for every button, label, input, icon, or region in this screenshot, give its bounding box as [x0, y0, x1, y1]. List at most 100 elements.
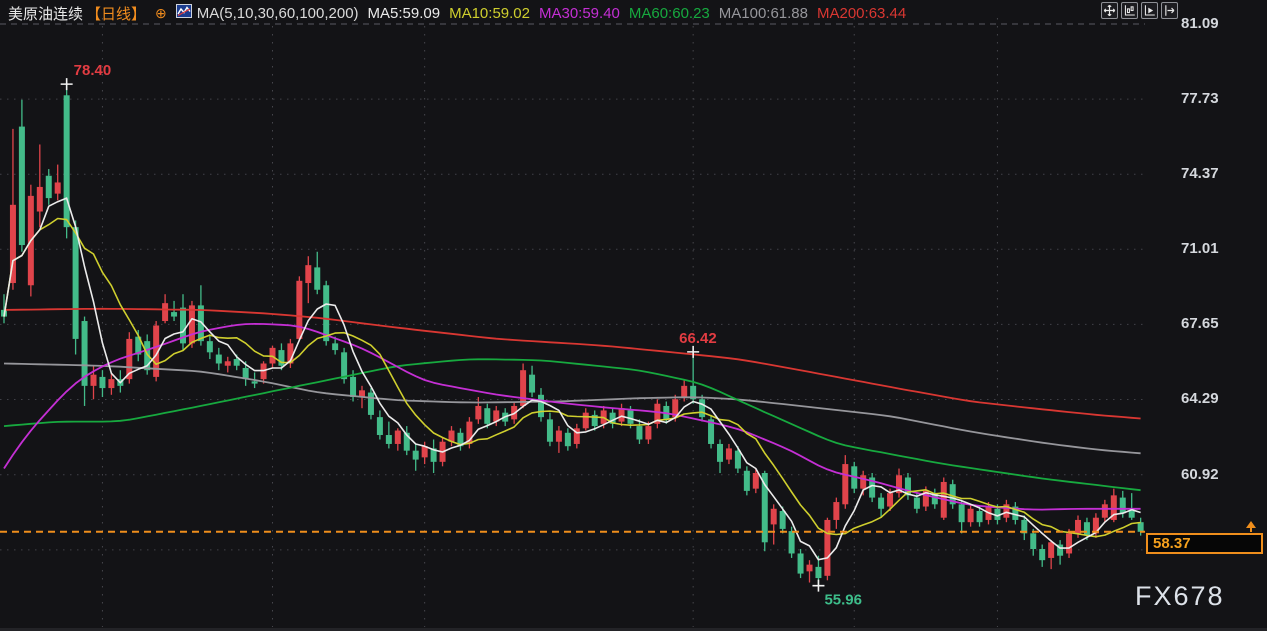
- candle: [126, 332, 133, 384]
- candle: [1048, 540, 1055, 570]
- candle: [734, 446, 741, 474]
- candle: [699, 394, 706, 422]
- left-axis-label-fragment: 0: [0, 544, 4, 556]
- candle: [1012, 502, 1019, 525]
- candle: [484, 403, 491, 429]
- price-marker: 66.42: [679, 330, 717, 358]
- candle: [779, 506, 786, 534]
- price-marker: 78.40: [60, 62, 111, 91]
- axis-candles-tool-button[interactable]: [1121, 2, 1138, 19]
- pan-tool-button[interactable]: [1101, 2, 1118, 19]
- candle: [654, 399, 661, 429]
- candle: [770, 504, 777, 545]
- price-up-arrow-icon: [1246, 521, 1258, 533]
- left-axis-label-fragment: 0: [0, 393, 4, 405]
- y-axis-label: 71.01: [1181, 240, 1219, 258]
- candle: [1003, 499, 1010, 523]
- candle: [153, 321, 160, 382]
- candle: [99, 370, 106, 398]
- candle: [878, 493, 885, 518]
- ma5-line: [3, 197, 1141, 561]
- ma10-value: MA10:59.02: [449, 4, 530, 22]
- candle: [949, 479, 956, 509]
- candle: [824, 517, 831, 581]
- candle: [224, 356, 231, 373]
- candle: [278, 343, 285, 371]
- candle: [931, 488, 938, 509]
- ma100-line: [3, 362, 1141, 455]
- candle: [72, 220, 79, 355]
- ma60-line: [3, 358, 1141, 492]
- add-indicator-icon[interactable]: ⊕: [155, 5, 167, 21]
- left-axis-label-fragment: 0: [0, 168, 4, 180]
- candle: [555, 426, 562, 453]
- candle: [752, 468, 759, 494]
- candle: [690, 351, 697, 404]
- ma30-line: [3, 323, 1141, 511]
- candle: [457, 428, 464, 451]
- candle: [81, 316, 88, 406]
- candle: [376, 410, 383, 440]
- ma100-value: MA100:61.88: [718, 4, 808, 22]
- candle: [332, 336, 339, 355]
- candle: [1137, 517, 1144, 536]
- candle: [708, 414, 715, 449]
- candle: [9, 128, 16, 290]
- candle: [412, 443, 419, 471]
- candle: [385, 421, 392, 449]
- candle: [1110, 488, 1117, 523]
- candle: [869, 473, 876, 503]
- candle: [976, 506, 983, 527]
- candle: [1039, 544, 1046, 567]
- candle: [833, 497, 840, 529]
- candle: [743, 466, 750, 496]
- candle: [958, 499, 965, 534]
- ma200-line: [3, 307, 1141, 420]
- watermark: FX678: [1135, 581, 1225, 611]
- y-axis-label: 60.92: [1181, 465, 1219, 483]
- candle: [591, 410, 598, 431]
- candle: [725, 443, 732, 465]
- bottom-divider: [0, 628, 1267, 631]
- candle: [171, 300, 178, 322]
- candle: [1092, 513, 1099, 538]
- jump-to-latest-button[interactable]: [1161, 2, 1178, 19]
- candle: [1083, 517, 1090, 541]
- candle: [180, 294, 186, 351]
- candle: [36, 144, 43, 228]
- candle: [206, 334, 213, 360]
- candle: [582, 408, 589, 431]
- ma-indicator-icon: [175, 3, 192, 23]
- candle: [797, 549, 804, 579]
- candle: [18, 99, 25, 252]
- candle: [403, 426, 410, 456]
- candle: [904, 473, 911, 500]
- candle: [806, 560, 813, 583]
- candle: [609, 408, 616, 429]
- candle: [842, 455, 849, 509]
- candle: [573, 423, 580, 449]
- y-axis-label: 77.73: [1181, 90, 1219, 108]
- chart-toolbar: [1101, 2, 1178, 19]
- candle: [54, 164, 61, 201]
- chart-header: 美原油连续 【日线】 ⊕ MA(5,10,30,60,100,200) MA5:5…: [8, 3, 906, 23]
- y-axis-label: 64.29: [1181, 390, 1219, 408]
- ma5-value: MA5:59.09: [367, 4, 441, 22]
- playback-tool-button[interactable]: [1141, 2, 1158, 19]
- candle: [546, 412, 553, 447]
- candle: [341, 347, 348, 384]
- candle: [1057, 540, 1064, 565]
- current-price-value: 58.37: [1153, 535, 1191, 553]
- candle: [287, 338, 294, 368]
- candle: [305, 256, 312, 304]
- candle: [260, 361, 267, 384]
- ma10-line: [3, 217, 1141, 538]
- candle: [45, 169, 52, 205]
- current-price-tag: 58.37: [1146, 533, 1263, 555]
- candle: [448, 426, 455, 447]
- candle: [538, 388, 544, 422]
- period-label[interactable]: 【日线】: [86, 5, 147, 23]
- candle: [761, 470, 768, 552]
